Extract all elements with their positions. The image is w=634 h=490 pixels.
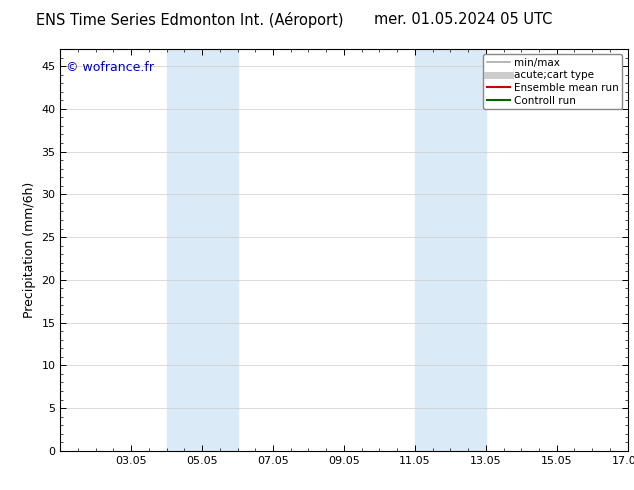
Y-axis label: Precipitation (mm/6h): Precipitation (mm/6h) xyxy=(23,182,36,318)
Bar xyxy=(415,49,486,451)
Legend: min/max, acute;cart type, Ensemble mean run, Controll run: min/max, acute;cart type, Ensemble mean … xyxy=(483,54,623,109)
Text: ENS Time Series Edmonton Int. (Aéroport): ENS Time Series Edmonton Int. (Aéroport) xyxy=(36,12,344,28)
Bar xyxy=(167,49,238,451)
Text: © wofrance.fr: © wofrance.fr xyxy=(66,61,154,74)
Text: mer. 01.05.2024 05 UTC: mer. 01.05.2024 05 UTC xyxy=(373,12,552,27)
